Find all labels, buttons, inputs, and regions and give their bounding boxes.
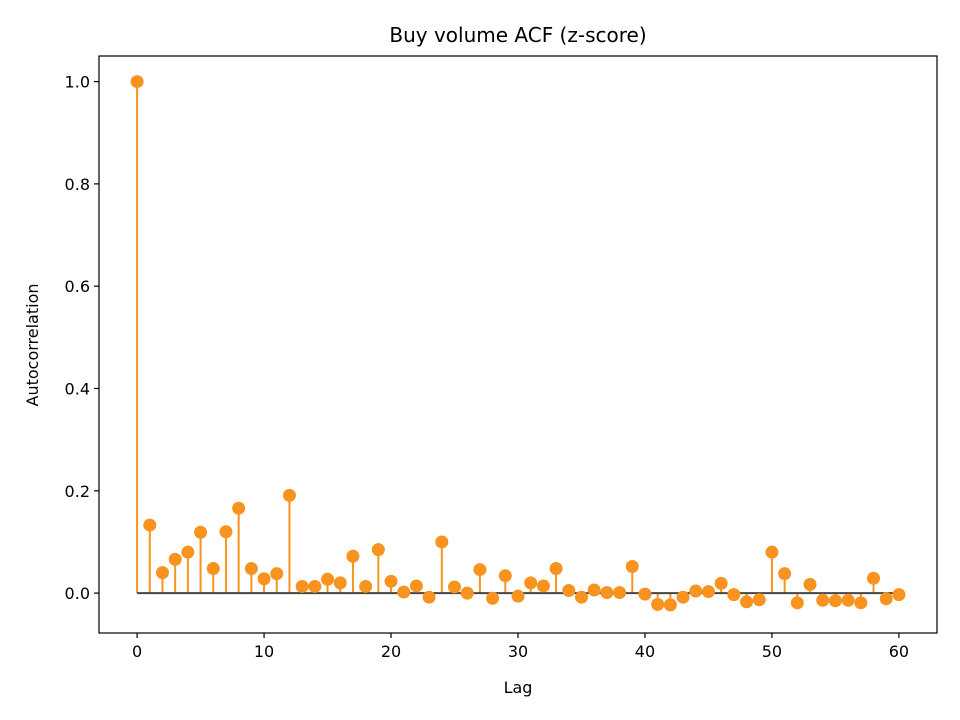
x-tick-label: 30	[508, 642, 528, 661]
stem-marker	[574, 590, 588, 604]
stem-marker	[435, 535, 449, 549]
stem-marker	[549, 562, 563, 576]
y-tick-label: 0.6	[65, 277, 90, 296]
stem-marker	[359, 579, 373, 593]
stem-marker	[143, 518, 157, 532]
stem-marker	[397, 585, 411, 599]
stem-marker	[168, 552, 182, 566]
stem-marker	[155, 566, 169, 580]
stem-marker	[384, 574, 398, 588]
stem-marker	[816, 593, 830, 607]
x-axis-label: Lag	[504, 678, 533, 697]
stem-marker	[257, 572, 271, 586]
stem-marker	[130, 75, 144, 89]
stem-marker	[232, 501, 246, 515]
stem-marker	[638, 587, 652, 601]
stem-marker	[854, 596, 868, 610]
stem-marker	[765, 545, 779, 559]
stem-marker	[727, 588, 741, 602]
chart-title: Buy volume ACF (z-score)	[389, 23, 646, 47]
x-tick-label: 10	[254, 642, 274, 661]
stem-marker	[867, 571, 881, 585]
stem-marker	[536, 579, 550, 593]
stem-marker	[625, 560, 639, 574]
stem-marker	[689, 584, 703, 598]
stem-marker	[841, 593, 855, 607]
x-tick-label: 20	[381, 642, 401, 661]
stem-marker	[181, 545, 195, 559]
stem-marker	[600, 586, 614, 600]
stem-marker	[879, 592, 893, 606]
stem-markers	[130, 75, 906, 612]
plot-frame	[98, 55, 938, 634]
stem-marker	[651, 597, 665, 611]
y-tick-label: 0.4	[65, 379, 90, 398]
stem-marker	[270, 567, 284, 581]
stem-marker	[460, 586, 474, 600]
stem-marker	[892, 588, 906, 602]
y-tick-label: 1.0	[65, 73, 90, 92]
stem-marker	[194, 525, 208, 539]
stem-marker	[321, 572, 335, 586]
x-axis-ticks: 0 10 20 30 40 50 60	[132, 633, 909, 661]
x-tick-label: 40	[635, 642, 655, 661]
stem-marker	[790, 596, 804, 610]
stem-marker	[740, 595, 754, 609]
stem-marker	[752, 593, 766, 607]
stem-marker	[206, 562, 220, 576]
stem-marker	[371, 543, 385, 557]
stem-marker	[778, 567, 792, 581]
stem-marker	[409, 579, 423, 593]
stem-marker	[295, 579, 309, 593]
stem-marker	[828, 594, 842, 608]
y-tick-label: 0.8	[65, 175, 90, 194]
x-tick-label: 50	[762, 642, 782, 661]
y-tick-label: 0.0	[65, 584, 90, 603]
y-axis-ticks: 0.0 0.2 0.4 0.6 0.8 1.0	[65, 73, 99, 603]
stem-marker	[524, 576, 538, 590]
x-tick-label: 0	[132, 642, 142, 661]
stem-marker	[663, 598, 677, 612]
stem-marker	[219, 525, 233, 539]
x-tick-label: 60	[889, 642, 909, 661]
stem-marker	[676, 590, 690, 604]
stem-marker	[308, 579, 322, 593]
stem-marker	[613, 586, 627, 600]
stem-marker	[562, 584, 576, 598]
stem-marker	[803, 577, 817, 591]
stem-marker	[422, 590, 436, 604]
stem-marker	[473, 563, 487, 577]
stem-marker	[511, 589, 525, 603]
stem-marker	[498, 569, 512, 583]
stem-marker	[448, 580, 462, 594]
stem-marker	[587, 583, 601, 597]
y-axis-label: Autocorrelation	[23, 284, 42, 407]
stem-marker	[244, 562, 258, 576]
y-tick-label: 0.2	[65, 482, 90, 501]
stem-marker	[486, 591, 500, 605]
stem-marker	[714, 576, 728, 590]
stem-marker	[701, 585, 715, 599]
stem-marker	[282, 488, 296, 502]
stem-marker	[346, 549, 360, 563]
stem-marker	[333, 576, 347, 590]
